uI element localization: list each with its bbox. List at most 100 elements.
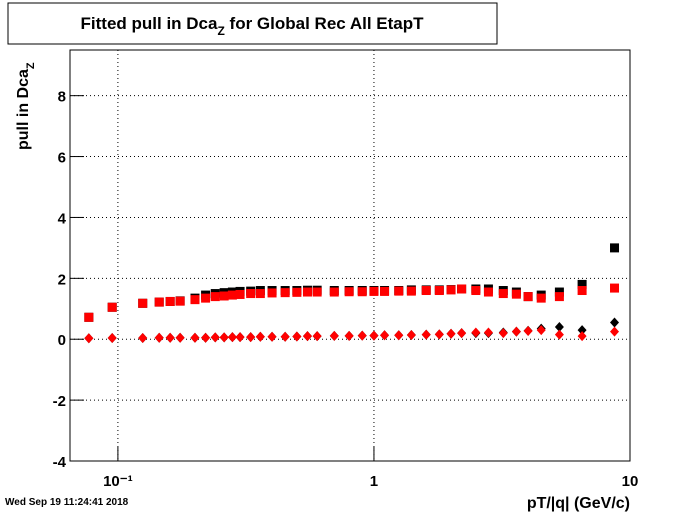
title-part: Fitted pull in Dca — [81, 14, 218, 33]
square-marker — [138, 298, 148, 308]
y-label-subscript: Z — [25, 62, 37, 69]
square-marker — [511, 289, 521, 299]
diamond-marker — [190, 332, 200, 343]
axes: -4 -2 0 2 4 6 8 10⁻¹ 1 10 — [53, 89, 639, 490]
x-tick-label: 10⁻¹ — [103, 473, 133, 490]
square-marker — [577, 279, 587, 289]
diamond-marker — [329, 330, 339, 341]
diamond-marker — [138, 333, 148, 344]
square-marker — [344, 287, 354, 297]
square-marker — [554, 287, 564, 297]
square-marker — [523, 292, 533, 302]
diamond-marker — [471, 327, 481, 338]
square-marker — [267, 288, 277, 298]
square-marker — [201, 293, 211, 303]
diamond-marker — [536, 325, 546, 336]
square-marker — [536, 293, 546, 303]
square-marker — [434, 286, 444, 296]
square-marker — [107, 302, 117, 312]
square-marker — [165, 296, 175, 306]
diamond-marker — [235, 332, 245, 343]
square-marker — [292, 287, 302, 297]
y-tick-label: 8 — [58, 89, 66, 106]
diamond-marker — [446, 328, 456, 339]
diamond-marker — [610, 317, 620, 328]
square-marker — [246, 289, 256, 299]
diamond-marker — [610, 326, 620, 337]
title-box — [7, 2, 498, 45]
square-marker — [483, 287, 493, 297]
square-marker — [235, 289, 245, 299]
square-marker — [219, 291, 229, 301]
x-tick-label: 10 — [622, 473, 639, 490]
diamond-marker — [84, 333, 94, 344]
square-marker — [190, 295, 200, 305]
x-axis-label: pT/|q| (GeV/c) — [527, 495, 630, 512]
square-marker — [329, 287, 339, 297]
square-marker — [210, 292, 220, 302]
diamond-marker — [255, 331, 265, 342]
y-tick-label: 2 — [58, 271, 66, 288]
chart-title: Fitted pull in DcaZ for Global Rec All E… — [81, 14, 425, 38]
diamond-marker — [457, 328, 467, 339]
x-tick-label: 1 — [370, 473, 378, 490]
diamond-marker — [312, 331, 322, 342]
square-marker — [498, 289, 508, 299]
y-tick-label: 4 — [58, 210, 67, 227]
diamond-marker — [219, 332, 229, 343]
square-marker — [255, 289, 265, 299]
diamond-marker — [406, 329, 416, 340]
square-marker — [446, 285, 456, 295]
diamond-marker — [511, 326, 521, 337]
square-marker — [421, 286, 431, 296]
diamond-marker — [267, 331, 277, 342]
square-marker — [302, 287, 312, 297]
diamond-marker — [577, 325, 587, 336]
diamond-marker — [210, 332, 220, 343]
square-marker — [394, 286, 404, 296]
square-marker — [610, 283, 620, 293]
diamond-marker — [380, 330, 390, 341]
square-marker — [457, 284, 467, 294]
square-marker — [610, 243, 620, 253]
y-tick-label: -2 — [53, 393, 66, 410]
square-marker — [406, 286, 416, 296]
diamond-marker — [357, 330, 367, 341]
y-axis-label: pull in DcaZ — [15, 62, 37, 150]
diamond-marker — [369, 330, 379, 341]
square-marker — [380, 286, 390, 296]
square-marker — [369, 286, 379, 296]
diamond-marker — [394, 330, 404, 341]
title-part: for Global Rec All EtapT — [225, 14, 424, 33]
diamond-marker — [227, 332, 237, 343]
diamond-marker — [154, 332, 164, 343]
diamond-marker — [302, 331, 312, 342]
diamond-marker — [344, 330, 354, 341]
square-marker — [154, 297, 164, 307]
diamond-marker — [434, 329, 444, 340]
diamond-marker — [280, 331, 290, 342]
diamond-marker — [107, 333, 117, 344]
square-marker — [357, 287, 367, 297]
marks — [84, 243, 620, 344]
square-marker — [84, 312, 94, 322]
y-tick-label: 0 — [58, 332, 66, 349]
plot-frame — [69, 49, 631, 462]
y-tick-label: 6 — [58, 150, 66, 167]
square-marker — [227, 290, 237, 300]
y-tick-label: -4 — [53, 454, 67, 471]
diamond-marker — [577, 331, 587, 342]
diamond-marker — [554, 329, 564, 340]
diamond-marker — [292, 331, 302, 342]
square-marker — [280, 288, 290, 298]
title-subscript: Z — [217, 24, 224, 38]
square-marker — [312, 287, 322, 297]
diamond-marker — [165, 332, 175, 343]
timestamp: Wed Sep 19 11:24:41 2018 — [5, 497, 129, 508]
diamond-marker — [483, 327, 493, 338]
diamond-marker — [498, 328, 508, 339]
square-marker — [471, 286, 481, 296]
y-label-part: pull in Dca — [15, 69, 32, 150]
